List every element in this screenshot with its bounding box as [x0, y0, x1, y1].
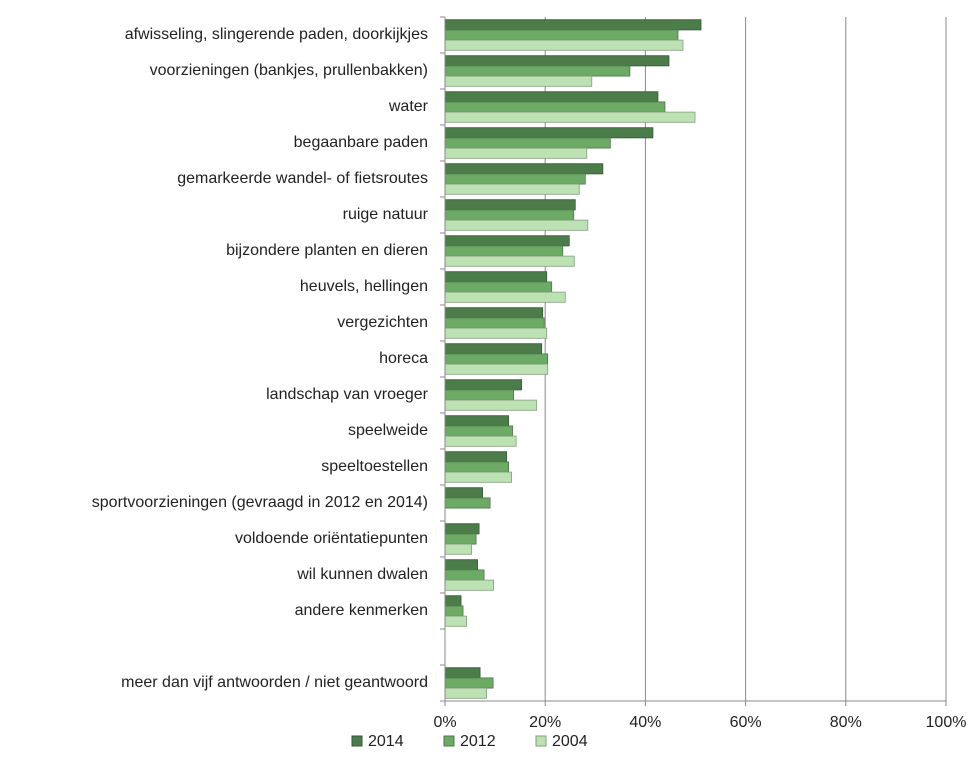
bar — [444, 559, 478, 571]
x-tick-label: 80% — [830, 714, 862, 731]
bar — [444, 435, 517, 447]
bar — [444, 75, 593, 87]
bar — [444, 163, 604, 175]
y-tick-label: vergezichten — [337, 314, 428, 331]
legend-label: 2004 — [552, 733, 588, 750]
bar — [444, 271, 548, 283]
bar — [444, 687, 487, 699]
legend-swatch — [443, 735, 455, 747]
bar — [444, 415, 510, 427]
bar — [444, 343, 543, 355]
bar — [444, 137, 611, 149]
y-tick-label: voldoende oriëntatiepunten — [235, 530, 428, 547]
x-tick-label: 40% — [629, 714, 661, 731]
x-tick-label: 0% — [433, 714, 456, 731]
bar — [444, 255, 575, 267]
legend-swatch — [351, 735, 363, 747]
bar — [444, 497, 491, 509]
y-tick-label: speelweide — [348, 422, 428, 439]
y-tick-label: afwisseling, slingerende paden, doorkijk… — [125, 26, 428, 43]
bar — [444, 327, 548, 339]
y-tick-label: speeltoestellen — [321, 458, 428, 475]
bar — [444, 291, 566, 303]
bar — [444, 615, 467, 627]
y-tick-label: meer dan vijf antwoorden / niet geantwoo… — [121, 674, 428, 691]
bar — [444, 235, 570, 247]
bar — [444, 677, 494, 689]
bar — [444, 579, 494, 591]
bar — [444, 91, 659, 103]
y-tick-label: andere kenmerken — [295, 602, 428, 619]
bar — [444, 667, 481, 679]
bar — [444, 379, 523, 391]
bar — [444, 425, 514, 437]
x-tick-label: 20% — [529, 714, 561, 731]
bar — [444, 147, 588, 159]
bar — [444, 569, 485, 581]
y-tick-label: voorzieningen (bankjes, prullenbakken) — [150, 62, 428, 79]
x-tick-label: 60% — [730, 714, 762, 731]
y-tick-label: bijzondere planten en dieren — [226, 242, 428, 259]
bar — [444, 363, 549, 375]
bar — [444, 245, 564, 257]
y-tick-label: gemarkeerde wandel- of fietsroutes — [177, 170, 428, 187]
bar — [444, 65, 631, 77]
y-tick-label: water — [388, 98, 429, 115]
bar — [444, 219, 589, 231]
bar — [444, 523, 480, 535]
bar — [444, 353, 549, 365]
y-tick-label: wil kunnen dwalen — [296, 566, 428, 583]
bar — [444, 209, 575, 221]
bar — [444, 19, 702, 31]
bar — [444, 29, 679, 41]
bar — [444, 183, 580, 195]
bar — [444, 199, 576, 211]
bar — [444, 595, 462, 607]
bar — [444, 399, 538, 411]
bar — [444, 173, 586, 185]
bar — [444, 307, 544, 319]
bar — [444, 487, 483, 499]
bar — [444, 101, 666, 113]
bar — [444, 605, 464, 617]
legend-label: 2014 — [368, 733, 404, 750]
y-tick-label: horeca — [379, 350, 428, 367]
bar — [444, 317, 545, 329]
bar — [444, 389, 515, 401]
y-tick-label: landschap van vroeger — [266, 386, 429, 403]
bar — [444, 461, 510, 473]
legend-swatch — [535, 735, 547, 747]
bar — [444, 39, 684, 51]
legend-label: 2012 — [460, 733, 496, 750]
bar — [444, 451, 508, 463]
y-tick-label: begaanbare paden — [294, 134, 428, 151]
x-tick-label: 100% — [926, 714, 967, 731]
bar — [444, 111, 696, 123]
y-tick-label: ruige natuur — [343, 206, 429, 223]
y-tick-label: sportvoorzieningen (gevraagd in 2012 en … — [92, 494, 428, 511]
bar — [444, 55, 670, 67]
bar — [444, 281, 553, 293]
bar — [444, 127, 654, 139]
bar — [444, 471, 513, 483]
y-tick-label: heuvels, hellingen — [300, 278, 428, 295]
bar — [444, 533, 477, 545]
bar — [444, 543, 472, 555]
